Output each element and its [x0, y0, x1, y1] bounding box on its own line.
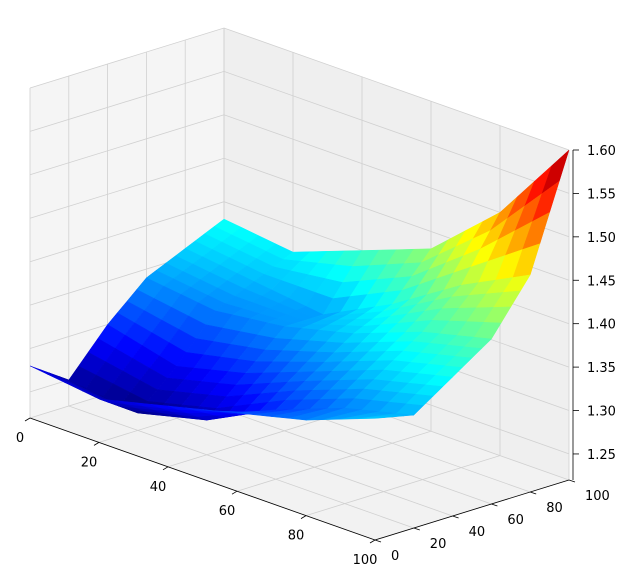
y-tick-mark: [413, 527, 420, 531]
y-tick-label: 40: [469, 525, 486, 540]
z-gridline: [29, 27, 570, 151]
z-tick-label: 1.55: [587, 187, 616, 202]
y-tick-label: 80: [546, 501, 563, 516]
z-tick-label: 1.25: [587, 448, 616, 463]
y-tick-label: 100: [585, 489, 610, 504]
x-tick-mark: [300, 515, 307, 519]
x-tick-mark: [24, 417, 31, 422]
y-tick-label: 60: [507, 513, 524, 528]
x-axis-line: [29, 417, 376, 541]
axis-lines: [24, 149, 579, 544]
y-gridline: [68, 76, 414, 529]
y-tick-label: 0: [391, 549, 399, 564]
tick-labels: 0 20 40 60 80 100 0 20 40 60 80 100 1.25 1.30 1.35 1.40…: [16, 144, 616, 568]
y-tick-label: 20: [430, 537, 447, 552]
z-gridline: [29, 114, 570, 238]
z-tick-label: 1.35: [587, 361, 616, 376]
x-tick-mark: [231, 490, 238, 495]
x-tick-label: 80: [288, 529, 305, 544]
z-tick-label: 1.50: [587, 231, 616, 246]
z-tick-label: 1.30: [587, 405, 616, 420]
x-tick-mark: [162, 466, 169, 471]
z-gridline: [29, 70, 570, 194]
y-axis-line: [374, 479, 570, 541]
surface-plot: [29, 149, 570, 421]
surface-patch: [357, 417, 385, 420]
y-tick-mark: [568, 479, 576, 483]
y-tick-mark: [530, 491, 537, 495]
y-tick-mark: [491, 503, 498, 507]
z-tick-label: 1.60: [587, 144, 616, 159]
x-tick-label: 40: [150, 480, 167, 495]
x-tick-mark: [93, 442, 100, 446]
z-tick-label: 1.40: [587, 318, 616, 333]
y-tick-mark: [374, 539, 382, 543]
x-tick-mark: [369, 539, 376, 544]
x-tick-label: 20: [81, 455, 98, 470]
x-tick-label: 60: [219, 504, 236, 519]
x-tick-label: 100: [353, 553, 378, 568]
x-tick-label: 0: [16, 431, 24, 446]
y-tick-mark: [452, 515, 459, 519]
z-tick-label: 1.45: [587, 274, 616, 289]
